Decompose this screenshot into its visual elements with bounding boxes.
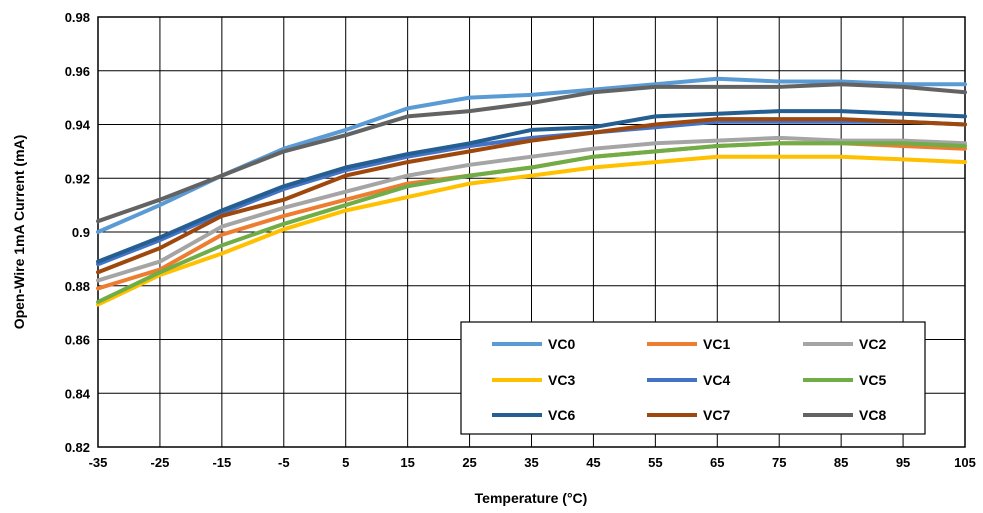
legend-label-vc0: VC0 <box>548 336 575 352</box>
series-line-vc7 <box>96 117 967 275</box>
legend-label-vc1: VC1 <box>703 336 730 352</box>
legend-label-vc6: VC6 <box>548 407 575 423</box>
x-tick-label: -5 <box>278 455 290 470</box>
y-tick-label: 0.98 <box>65 10 90 25</box>
series-line-vc5 <box>96 141 967 304</box>
series-line-vc3 <box>96 154 967 307</box>
y-tick-label: 0.88 <box>65 279 90 294</box>
x-tick-label: 85 <box>834 455 848 470</box>
y-tick-label: 0.94 <box>65 118 91 133</box>
x-tick-label: 75 <box>772 455 786 470</box>
series-line-vc4 <box>96 119 967 267</box>
legend-label-vc7: VC7 <box>703 407 730 423</box>
x-tick-label: 15 <box>400 455 414 470</box>
x-tick-label: 55 <box>648 455 662 470</box>
legend-label-vc3: VC3 <box>548 372 575 388</box>
x-tick-label: 35 <box>524 455 538 470</box>
x-tick-label: 95 <box>896 455 910 470</box>
series-line-vc2 <box>96 135 967 283</box>
x-tick-label: 45 <box>586 455 600 470</box>
x-tick-label: -15 <box>212 455 231 470</box>
series-line-vc6 <box>96 109 967 264</box>
legend-label-vc8: VC8 <box>859 407 886 423</box>
x-tick-label: 5 <box>342 455 349 470</box>
x-tick-label: -35 <box>89 455 108 470</box>
axis-ticks: -35 -25 -15 -5 5 15 25 35 45 55 65 75 85 95 105 0.82 0.8… <box>65 10 976 470</box>
legend: VC0 VC1 VC2 VC3 VC4 VC5 VC6 VC7 VC8 <box>460 321 926 435</box>
y-axis-title: Open-Wire 1mA Current (mA) <box>11 135 27 330</box>
y-tick-label: 0.86 <box>65 333 90 348</box>
legend-label-vc5: VC5 <box>859 372 886 388</box>
y-tick-label: 0.84 <box>65 386 91 401</box>
y-tick-label: 0.82 <box>65 440 90 455</box>
legend-label-vc2: VC2 <box>859 336 886 352</box>
x-tick-label: 25 <box>462 455 476 470</box>
x-axis-title: Temperature (°C) <box>475 490 588 506</box>
y-tick-label: 0.96 <box>65 64 90 79</box>
series-lines <box>96 76 967 307</box>
series-line-vc8 <box>96 82 967 224</box>
x-tick-label: -25 <box>151 455 170 470</box>
y-tick-label: 0.9 <box>72 225 90 240</box>
y-tick-label: 0.92 <box>65 171 90 186</box>
x-tick-label: 65 <box>710 455 724 470</box>
legend-label-vc4: VC4 <box>703 372 730 388</box>
x-tick-label: 105 <box>954 455 976 470</box>
